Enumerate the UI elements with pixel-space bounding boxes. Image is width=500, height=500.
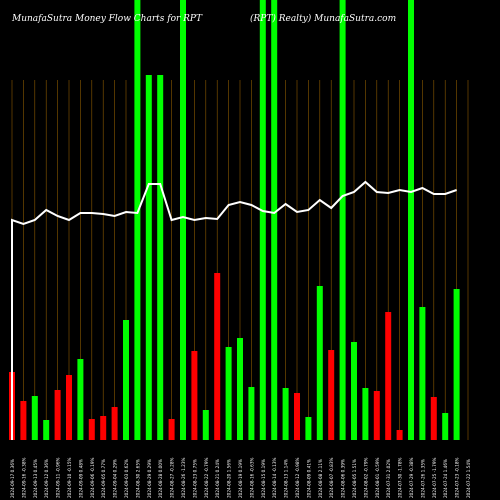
price-line bbox=[11, 180, 457, 440]
x-tick-label: 2024-08-06 0.39% bbox=[341, 459, 346, 498]
volume-bar bbox=[385, 312, 392, 440]
volume-bar bbox=[396, 430, 403, 440]
x-tick-label: 2024-08-22 -0.79% bbox=[204, 457, 209, 498]
x-tick-label: 2024-08-29 0.29% bbox=[147, 459, 152, 498]
x-tick-label: 2024-07-31 2.02% bbox=[386, 459, 391, 498]
volume-bar bbox=[168, 419, 175, 440]
volume-bar bbox=[282, 388, 289, 440]
x-tick-label: 2024-09-03 0.62% bbox=[124, 459, 129, 498]
volume-bar bbox=[259, 0, 266, 440]
volume-bar bbox=[248, 387, 255, 440]
volume-bar bbox=[180, 0, 186, 440]
x-tick-label: 2024-08-15 0.19% bbox=[261, 459, 266, 498]
x-tick-label: 2024-09-11 -0.96% bbox=[56, 457, 61, 498]
volume-bar bbox=[305, 417, 312, 440]
x-tick-label: 2024-08-23 0.75% bbox=[192, 459, 197, 498]
volume-bar bbox=[157, 75, 164, 440]
volume-bar bbox=[408, 0, 414, 440]
volume-bar bbox=[202, 410, 209, 440]
volume-bar bbox=[111, 407, 118, 440]
x-tick-label: 2024-08-30 2.65% bbox=[135, 459, 140, 498]
x-tick-label: 2024-08-07 -0.83% bbox=[329, 457, 334, 498]
x-tick-label: 2024-07-29 -0.38% bbox=[409, 457, 414, 498]
volume-bar bbox=[31, 396, 38, 440]
x-tick-label: 2024-08-08 2.11% bbox=[318, 459, 323, 498]
x-tick-label: 2024-07-26 1.35% bbox=[420, 459, 425, 498]
x-tick-label: 2024-09-05 0.77% bbox=[101, 459, 106, 498]
x-tick-label: 2024-08-28 0.00% bbox=[158, 459, 163, 498]
chart-subtitle: (RPT) Realty) MunafaSutra.com bbox=[250, 14, 397, 24]
volume-bar bbox=[145, 75, 152, 440]
x-tick-label: 2024-08-21 0.24% bbox=[215, 459, 220, 498]
price-line bbox=[11, 180, 457, 440]
x-tick-label: 2024-09-13 0.45% bbox=[33, 459, 38, 498]
volume-bar bbox=[362, 388, 369, 440]
volume-bar bbox=[442, 413, 449, 440]
x-tick-label: 2024-08-20 1.56% bbox=[227, 459, 232, 498]
volume-bar bbox=[123, 320, 129, 440]
x-tick-label: 2024-08-27 -0.28% bbox=[170, 457, 175, 498]
volume-bar bbox=[225, 347, 232, 440]
x-tick-label: 2024-08-09 0.41% bbox=[306, 459, 311, 498]
x-tick-label: 2024-09-06 -0.19% bbox=[90, 457, 95, 498]
x-tick-label: 2024-08-12 -0.98% bbox=[295, 457, 300, 498]
volume-bar bbox=[191, 351, 198, 440]
volume-bar bbox=[294, 393, 300, 440]
volume-bar bbox=[77, 359, 84, 440]
x-tick-label: 2024-08-16 -0.63% bbox=[249, 457, 254, 498]
x-tick-label: 2024-08-05 1.51% bbox=[352, 459, 357, 498]
x-tick-label: 2024-09-17 0.36% bbox=[10, 459, 15, 498]
x-tick-label: 2024-07-23 -0.18% bbox=[455, 457, 460, 498]
volume-bar bbox=[66, 375, 72, 440]
x-tick-label: 2024-08-01 -0.59% bbox=[375, 457, 380, 498]
x-tick-label: 2024-09-09 0.48% bbox=[78, 459, 83, 498]
volume-bar bbox=[328, 350, 335, 440]
x-tick-label: 2024-09-10 -0.15% bbox=[67, 457, 72, 498]
volume-bar bbox=[134, 0, 141, 440]
x-tick-label: 2024-07-30 -1.78% bbox=[398, 457, 403, 498]
x-tick-label: 2024-08-02 -0.79% bbox=[363, 457, 368, 498]
volume-bar bbox=[373, 391, 380, 440]
volume-bar bbox=[453, 289, 460, 440]
x-tick-label: 2024-07-22 1.54% bbox=[466, 459, 471, 498]
x-tick-label: 2024-07-25 -1.79% bbox=[432, 457, 437, 498]
volume-bar bbox=[419, 307, 426, 440]
x-axis-labels: 2024-09-17 0.36% 2024-09-16 -0.38% 2024-09… bbox=[10, 457, 471, 498]
volume-bar bbox=[237, 338, 243, 440]
x-tick-label: 2024-09-12 0.36% bbox=[44, 459, 49, 498]
volume-bar bbox=[100, 416, 107, 440]
chart-title: MunafaSutra Money Flow Charts for RPT bbox=[12, 14, 202, 24]
x-tick-label: 2024-08-14 -0.13% bbox=[272, 457, 277, 498]
volume-bar bbox=[271, 0, 278, 440]
bars bbox=[9, 0, 460, 440]
volume-bar bbox=[351, 342, 357, 440]
x-tick-label: 2024-07-24 1.46% bbox=[443, 459, 448, 498]
volume-bar bbox=[88, 419, 95, 440]
volume-bar bbox=[214, 273, 221, 440]
x-tick-label: 2024-08-19 0.19% bbox=[238, 459, 243, 498]
x-tick-label: 2024-08-13 1.14% bbox=[284, 459, 289, 498]
x-tick-label: 2024-09-16 -0.38% bbox=[21, 457, 26, 498]
volume-bar bbox=[43, 420, 50, 440]
volume-bar bbox=[54, 390, 61, 440]
x-tick-label: 2024-09-04 0.29% bbox=[113, 459, 118, 498]
volume-bar bbox=[20, 401, 27, 440]
x-tick-label: 2024-08-26 -1.23% bbox=[181, 457, 186, 498]
volume-bar bbox=[339, 0, 346, 440]
volume-bar bbox=[316, 286, 323, 440]
volume-bar bbox=[430, 397, 437, 440]
